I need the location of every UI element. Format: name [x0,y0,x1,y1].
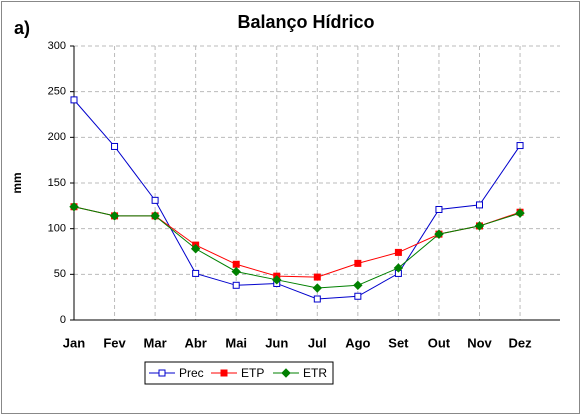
x-tick-label: Mar [144,335,167,350]
point [109,211,120,221]
legend-marker [220,369,228,377]
legend-label: ETP [241,366,264,380]
legend-label: ETR [303,366,327,380]
point [354,292,362,300]
legend-box [144,361,334,385]
point [69,202,79,212]
x-tick-label: Set [388,335,409,350]
point [435,205,443,213]
y-tick-label: 300 [48,40,66,52]
legend-label: Prec [179,366,204,380]
legend-marker [158,369,166,377]
y-tick-label: 150 [48,177,66,189]
point [476,201,483,209]
point [313,295,321,303]
y-tick-label: 50 [54,268,66,280]
point [151,196,159,204]
point [70,96,78,104]
point [192,269,200,277]
x-tick-label: Jan [63,335,85,350]
series-line [73,99,521,300]
point [312,283,323,293]
point [394,248,402,256]
x-tick-label: Abr [184,335,206,350]
y-tick-label: 250 [48,86,66,98]
panel-label: a) [14,18,30,38]
y-tick-label: 100 [48,223,66,235]
point [353,280,363,291]
point [190,244,201,254]
y-tick-label: 200 [48,131,66,143]
point [232,281,240,289]
point [150,211,160,221]
y-tick-label: 0 [60,314,66,326]
point [272,275,282,285]
x-tick-label: Jul [308,335,327,350]
point [516,142,524,150]
x-tick-label: Mai [225,335,247,350]
legend-marker [281,368,291,378]
point [231,266,241,277]
point [313,273,321,281]
series-line [73,206,521,289]
x-tick-label: Fev [103,335,126,350]
point [111,142,119,150]
x-tick-label: Nov [467,335,492,350]
point [354,259,362,267]
point [393,263,404,273]
chart-title: Balanço Hídrico [237,12,374,32]
x-tick-label: Dez [508,335,532,350]
x-tick-label: Ago [345,335,370,350]
point [474,221,485,231]
point [515,208,525,218]
x-tick-label: Out [428,335,451,350]
y-axis-label: mm [10,172,24,193]
x-tick-label: Jun [265,335,288,350]
point [434,229,444,239]
point [232,260,240,268]
